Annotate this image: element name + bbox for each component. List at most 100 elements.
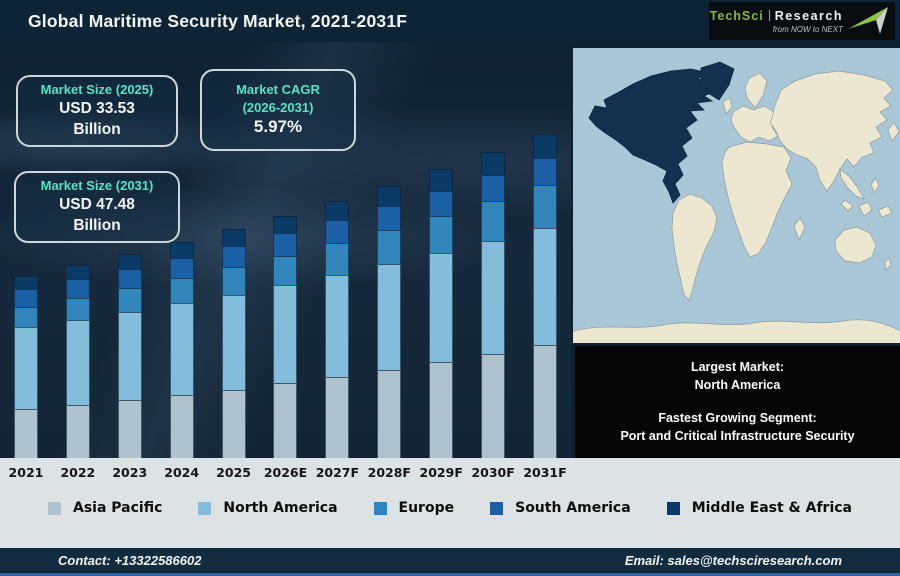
bar-segment-south-america-2030F — [481, 174, 506, 201]
bar-segment-middle-east-africa-2022 — [65, 264, 90, 279]
bar-segment-middle-east-africa-2026E — [273, 215, 298, 234]
legend-item-south-america: South America — [490, 500, 631, 516]
market-highlights-box: Largest Market: North America Fastest Gr… — [575, 346, 900, 458]
x-axis-label-2031F: 2031F — [523, 465, 567, 480]
legend-item-asia-pacific: Asia Pacific — [47, 500, 162, 516]
bar-segment-north-america-2024 — [169, 303, 194, 396]
map-africa — [721, 141, 793, 258]
bar-segment-north-america-2023 — [117, 311, 142, 401]
callout-value: 5.97% — [253, 117, 303, 137]
callout-market-size-2031: Market Size (2031) USD 47.48 Billion — [14, 171, 180, 243]
bar-segment-south-america-2025 — [221, 245, 246, 268]
bar-segment-asia-pacific-2027F — [325, 376, 350, 458]
bar-segment-europe-2025 — [221, 267, 246, 295]
logo-tagline: from NOW to NEXT — [772, 24, 843, 34]
chart-panel: Market Size (2025) USD 33.53 Billion Mar… — [0, 42, 571, 458]
x-axis-label-2021: 2021 — [8, 465, 44, 480]
callout-market-cagr: Market CAGR (2026-2031) 5.97% — [200, 69, 356, 151]
map-north-america-highlight — [588, 68, 718, 204]
bar-segment-asia-pacific-2029F — [429, 362, 454, 458]
bar-segment-europe-2024 — [169, 278, 194, 304]
bar-segment-north-america-2025 — [221, 294, 246, 390]
footer-contact: Contact: +13322586602 — [58, 553, 202, 568]
bar-segment-europe-2026E — [273, 255, 298, 285]
footer-bar: Contact: +13322586602 Email: sales@techs… — [0, 548, 900, 576]
bar-segment-south-america-2028F — [377, 205, 402, 230]
legend-swatch — [490, 501, 504, 515]
bar-segment-asia-pacific-2028F — [377, 369, 402, 458]
bar-column-2027F — [311, 118, 363, 458]
bar-column-2024 — [156, 118, 208, 458]
bar-segment-north-america-2026E — [273, 284, 298, 384]
bar-column-2030F — [467, 118, 519, 458]
stacked-bar-2024 — [169, 241, 194, 458]
bar-segment-north-america-2031F — [533, 227, 558, 345]
bar-segment-europe-2023 — [117, 288, 142, 312]
page-title: Global Maritime Security Market, 2021-20… — [28, 10, 408, 31]
bar-segment-europe-2031F — [533, 184, 558, 228]
callout-unit: Billion — [73, 120, 121, 138]
footer-accent-line — [0, 573, 900, 576]
map-antarctica — [570, 319, 900, 346]
stacked-bar-2026E — [273, 215, 298, 458]
legend-label: North America — [223, 500, 338, 516]
legend-item-middle-east-africa: Middle East & Africa — [666, 500, 852, 516]
footer-email: Email: sales@techsciresearch.com — [624, 553, 842, 568]
stacked-bar-2021 — [13, 275, 38, 458]
stacked-bar-2022 — [65, 264, 90, 458]
bar-column-2025 — [208, 118, 260, 458]
bar-segment-asia-pacific-2026E — [273, 383, 298, 458]
callout-label: Market Size (2025) — [40, 82, 154, 98]
bar-segment-asia-pacific-2031F — [533, 344, 558, 458]
bar-segment-europe-2027F — [325, 243, 350, 275]
bar-column-2022 — [52, 118, 104, 458]
map-scandinavia — [744, 72, 768, 109]
bar-segment-asia-pacific-2030F — [481, 353, 506, 458]
bottom-strip: 2021 2022 2023 2024 2025 2026E 2027F 2028F 2029F… — [0, 458, 900, 548]
legend-swatch — [373, 501, 387, 515]
bar-column-2029F — [415, 118, 467, 458]
bar-segment-south-america-2029F — [429, 190, 454, 216]
bar-segment-south-america-2026E — [273, 233, 298, 256]
bar-segment-north-america-2029F — [429, 252, 454, 363]
bar-segment-north-america-2022 — [65, 319, 90, 405]
world-map — [570, 48, 900, 346]
map-uk — [722, 97, 733, 115]
bar-segment-south-america-2027F — [325, 220, 350, 244]
callout-label: Market Size (2031) — [40, 178, 154, 194]
bar-column-2026E — [260, 118, 312, 458]
bar-segment-south-america-2022 — [65, 279, 90, 298]
map-japan — [887, 121, 900, 142]
map-south-america — [671, 193, 718, 301]
x-axis-label-2022: 2022 — [60, 465, 96, 480]
bar-segment-europe-2029F — [429, 215, 454, 253]
world-map-svg — [570, 48, 900, 346]
bar-column-2031F — [519, 118, 571, 458]
stacked-bar-2031F — [533, 133, 558, 458]
bar-segment-asia-pacific-2021 — [13, 409, 38, 458]
map-new-zealand — [884, 257, 892, 271]
bar-column-2021 — [0, 118, 52, 458]
largest-market-value: North America — [694, 377, 781, 392]
x-axis-label-2024: 2024 — [164, 465, 200, 480]
logo-brand-primary: TechSci — [709, 8, 764, 23]
logo-brand-secondary: Research — [774, 8, 843, 23]
stacked-bar-2030F — [481, 152, 506, 458]
bar-segment-middle-east-africa-2031F — [533, 133, 558, 158]
bar-segment-middle-east-africa-2023 — [117, 253, 142, 269]
map-greenland-highlight — [700, 61, 735, 101]
bar-segment-middle-east-africa-2029F — [429, 169, 454, 191]
bar-segment-europe-2028F — [377, 229, 402, 265]
legend-swatch — [666, 501, 680, 515]
legend-item-europe: Europe — [373, 500, 455, 516]
stacked-bar-2025 — [221, 229, 246, 458]
bar-segment-middle-east-africa-2021 — [13, 275, 38, 289]
header-bar: Global Maritime Security Market, 2021-20… — [0, 0, 900, 42]
bar-segment-south-america-2031F — [533, 157, 558, 185]
bar-segment-south-america-2023 — [117, 268, 142, 289]
bar-segment-south-america-2021 — [13, 288, 38, 308]
bar-segment-north-america-2028F — [377, 264, 402, 370]
legend-label: Europe — [398, 500, 455, 516]
map-asia — [769, 70, 894, 192]
